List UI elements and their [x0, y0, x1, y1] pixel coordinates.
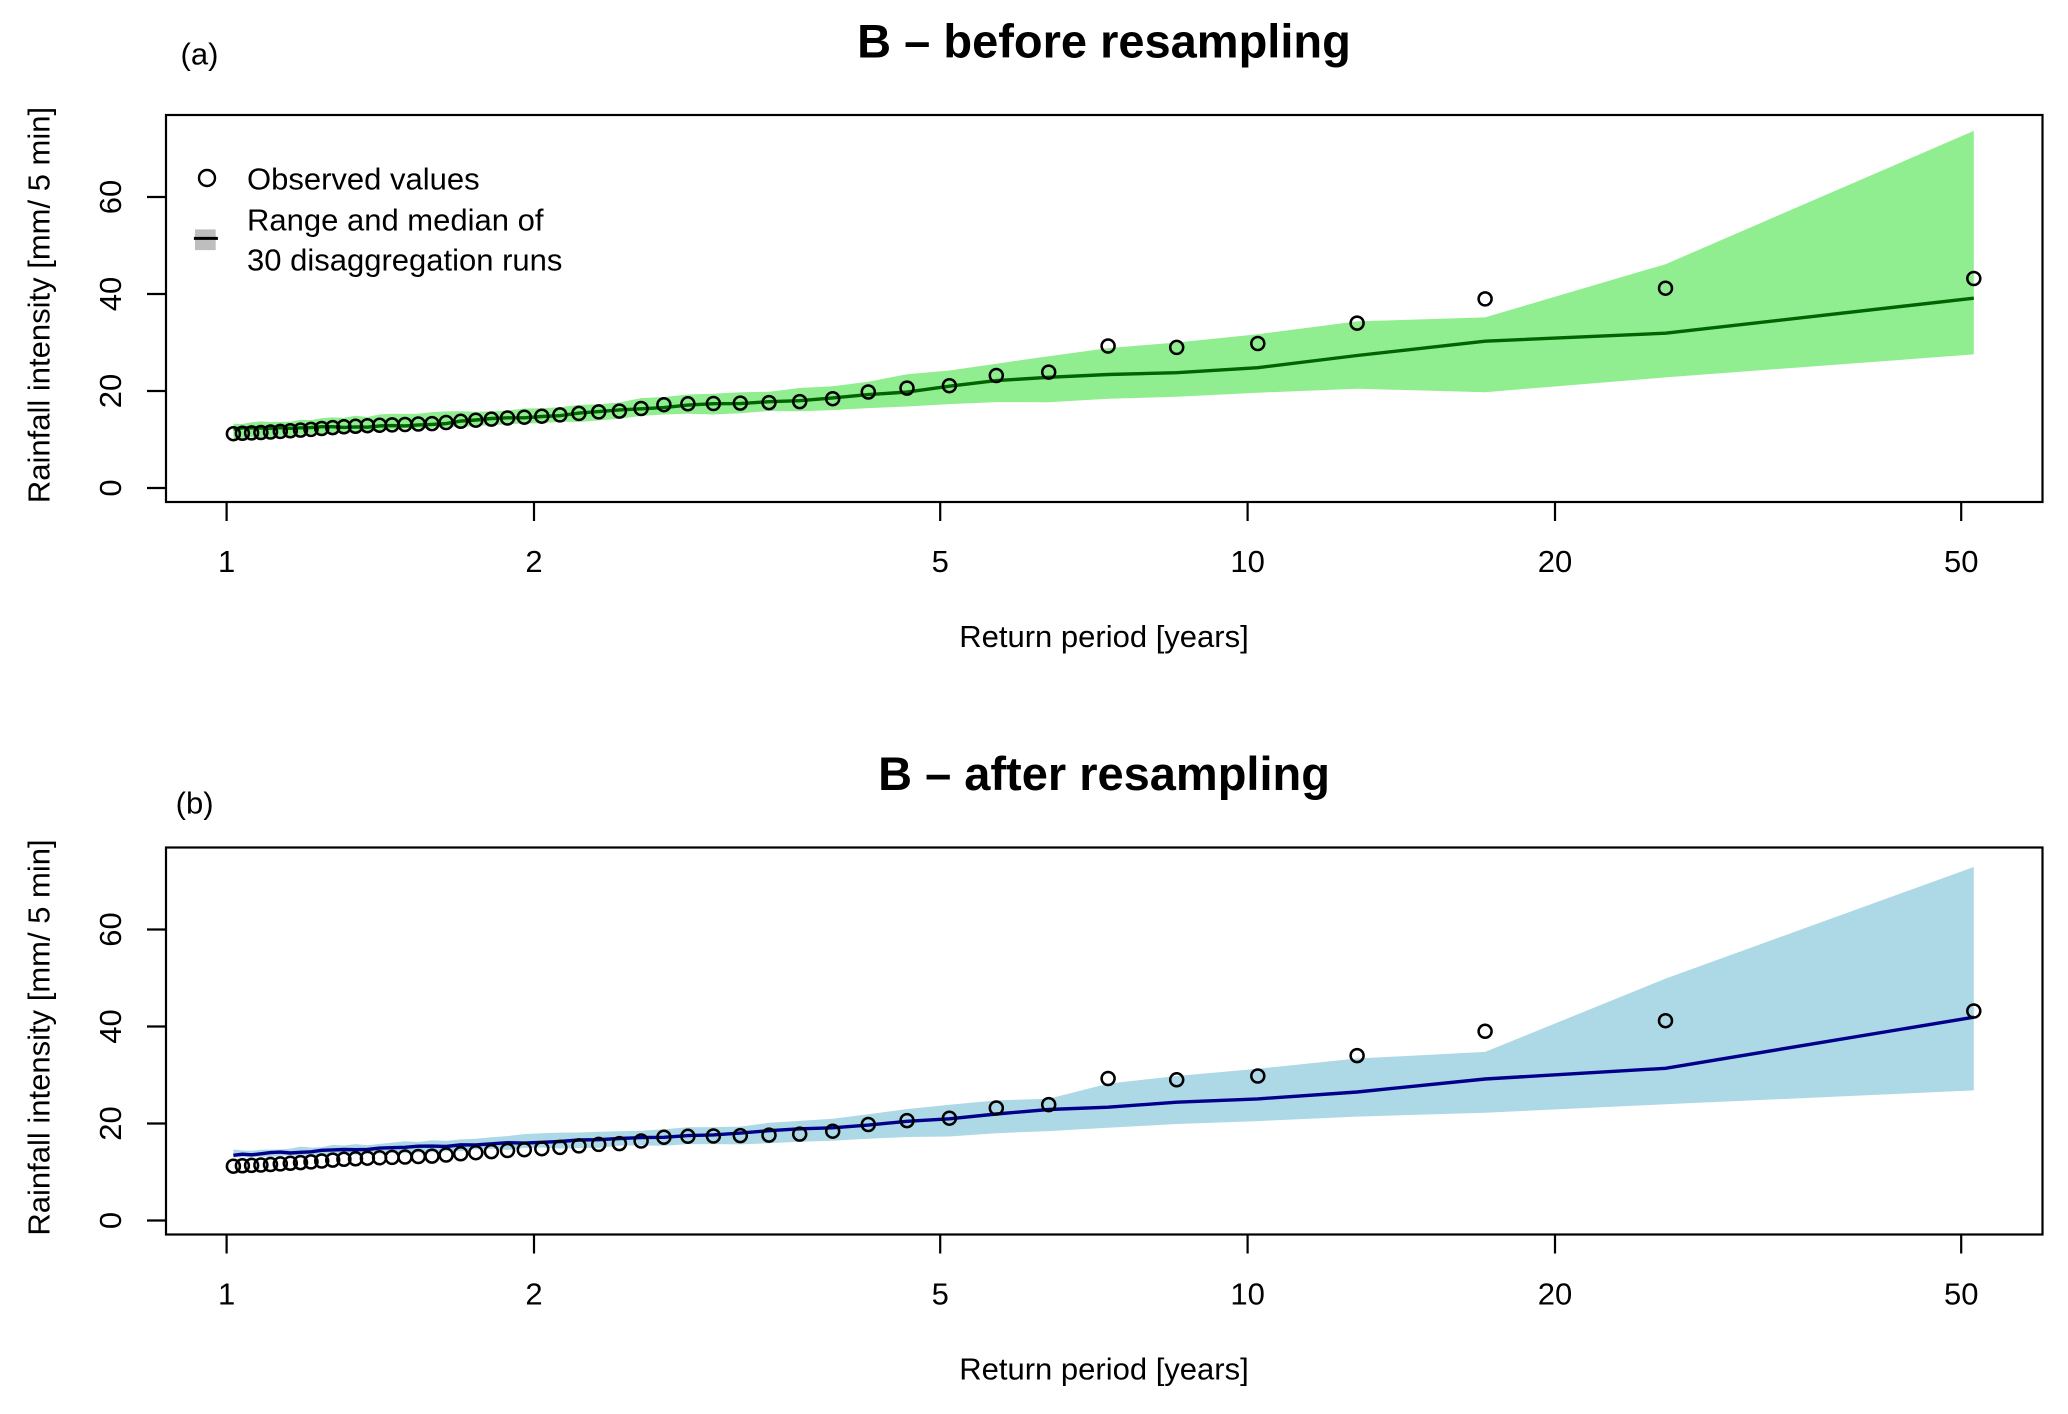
svg-text:10: 10: [1230, 1277, 1264, 1312]
svg-text:60: 60: [93, 912, 128, 946]
svg-text:10: 10: [1230, 544, 1264, 579]
svg-text:60: 60: [93, 180, 128, 214]
svg-text:B – after resampling: B – after resampling: [878, 747, 1330, 800]
svg-text:1: 1: [218, 544, 235, 579]
svg-text:Range and median of: Range and median of: [247, 203, 544, 238]
svg-text:50: 50: [1944, 544, 1978, 579]
svg-text:(b): (b): [176, 786, 214, 821]
svg-text:2: 2: [525, 1277, 542, 1312]
svg-text:Observed values: Observed values: [247, 162, 480, 197]
svg-text:0: 0: [93, 1212, 128, 1229]
svg-text:30 disaggregation runs: 30 disaggregation runs: [247, 243, 562, 278]
svg-text:2: 2: [525, 544, 542, 579]
svg-text:5: 5: [932, 544, 949, 579]
svg-text:0: 0: [93, 479, 128, 496]
svg-text:Return period [years]: Return period [years]: [959, 1351, 1248, 1386]
svg-text:40: 40: [93, 277, 128, 311]
svg-text:20: 20: [93, 1106, 128, 1140]
svg-text:20: 20: [93, 374, 128, 408]
svg-text:Rainfall intensity [mm/ 5 min]: Rainfall intensity [mm/ 5 min]: [22, 107, 57, 503]
svg-text:B – before resampling: B – before resampling: [857, 15, 1351, 68]
svg-text:Return period [years]: Return period [years]: [959, 619, 1248, 654]
svg-text:Rainfall intensity [mm/ 5 min]: Rainfall intensity [mm/ 5 min]: [22, 839, 57, 1235]
svg-text:20: 20: [1538, 1277, 1572, 1312]
svg-text:20: 20: [1538, 544, 1572, 579]
svg-text:(a): (a): [181, 37, 219, 72]
svg-text:5: 5: [932, 1277, 949, 1312]
svg-text:1: 1: [218, 1277, 235, 1312]
svg-text:40: 40: [93, 1009, 128, 1043]
svg-text:50: 50: [1944, 1277, 1978, 1312]
